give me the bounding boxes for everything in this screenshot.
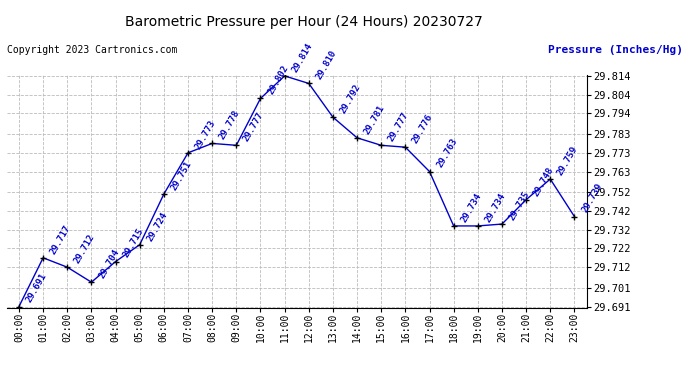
Text: 29.724: 29.724 — [146, 210, 169, 243]
Text: 29.734: 29.734 — [460, 191, 483, 224]
Text: 29.778: 29.778 — [218, 109, 241, 141]
Text: 29.739: 29.739 — [580, 182, 604, 214]
Text: 29.715: 29.715 — [121, 227, 145, 260]
Text: 29.712: 29.712 — [73, 232, 97, 265]
Text: 29.759: 29.759 — [556, 144, 580, 177]
Text: 29.751: 29.751 — [170, 159, 193, 192]
Text: 29.802: 29.802 — [266, 64, 290, 96]
Text: 29.734: 29.734 — [484, 191, 507, 224]
Text: 29.763: 29.763 — [435, 137, 459, 170]
Text: 29.735: 29.735 — [508, 189, 531, 222]
Text: 29.777: 29.777 — [242, 111, 266, 143]
Text: 29.704: 29.704 — [97, 248, 121, 280]
Text: 29.777: 29.777 — [387, 111, 411, 143]
Text: Barometric Pressure per Hour (24 Hours) 20230727: Barometric Pressure per Hour (24 Hours) … — [125, 15, 482, 29]
Text: 29.773: 29.773 — [194, 118, 217, 151]
Text: 29.691: 29.691 — [25, 272, 48, 304]
Text: 29.717: 29.717 — [49, 223, 72, 256]
Text: 29.748: 29.748 — [532, 165, 555, 198]
Text: 29.776: 29.776 — [411, 112, 435, 145]
Text: 29.792: 29.792 — [339, 82, 362, 115]
Text: 29.810: 29.810 — [315, 49, 338, 81]
Text: 29.781: 29.781 — [363, 103, 386, 136]
Text: 29.814: 29.814 — [290, 41, 314, 74]
Text: Copyright 2023 Cartronics.com: Copyright 2023 Cartronics.com — [7, 45, 177, 55]
Text: Pressure (Inches/Hg): Pressure (Inches/Hg) — [548, 45, 683, 55]
